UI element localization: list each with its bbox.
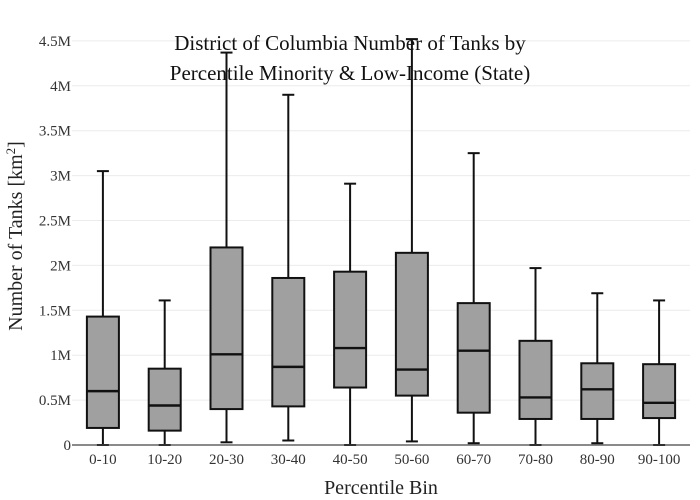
- y-tick-label: 2M: [50, 258, 71, 274]
- x-tick-label: 80-90: [580, 452, 615, 468]
- iqr-box: [518, 339, 553, 420]
- x-tick-label: 40-50: [333, 452, 368, 468]
- boxes-layer: [85, 38, 677, 446]
- y-axis-label-main: Number of Tanks [km: [5, 154, 27, 331]
- y-tick-label: 1M: [50, 348, 71, 364]
- box-group-70-80: [518, 267, 553, 446]
- box-group-10-20: [147, 299, 182, 446]
- y-tick-labels: 0 0.5M 1M 1.5M 2M 2.5M 3M 3.5M 4M 4.5M: [39, 34, 71, 454]
- x-tick-labels: 0-10 10-20 20-30 30-40 40-50 50-60 60-70 70-80 8…: [89, 452, 680, 468]
- box-group-30-40: [271, 93, 306, 442]
- iqr-box: [642, 363, 677, 420]
- y-tick-label: 4.5M: [39, 34, 71, 50]
- y-axis-label: Number of Tanks [km2]: [3, 141, 28, 331]
- iqr-box: [271, 276, 306, 408]
- y-tick-label: 2.5M: [39, 214, 71, 230]
- x-tick-label: 10-20: [147, 452, 182, 468]
- chart-title-line-1: District of Columbia Number of Tanks by: [174, 31, 526, 55]
- y-tick-label: 1.5M: [39, 303, 71, 319]
- x-tick-label: 50-60: [394, 452, 429, 468]
- iqr-box: [456, 302, 491, 414]
- x-tick-label: 90-100: [638, 452, 681, 468]
- y-axis-label-end: ]: [5, 141, 27, 148]
- x-tick-label: 60-70: [456, 452, 491, 468]
- iqr-box: [333, 270, 368, 389]
- y-tick-label: 3M: [50, 169, 71, 185]
- box-group-50-60: [394, 38, 429, 443]
- grid-layer: [72, 40, 690, 401]
- iqr-box: [85, 315, 120, 429]
- x-axis-label: Percentile Bin: [324, 477, 438, 499]
- x-tick-label: 20-30: [209, 452, 244, 468]
- chart-title-line-2: Percentile Minority & Low-Income (State): [170, 61, 530, 85]
- iqr-box: [580, 362, 615, 420]
- y-axis-label-sup: 2: [3, 148, 18, 155]
- y-tick-label: 3.5M: [39, 124, 71, 140]
- box-group-40-50: [333, 182, 368, 446]
- iqr-box: [147, 367, 182, 432]
- box-group-80-90: [580, 292, 615, 445]
- x-tick-label: 0-10: [89, 452, 117, 468]
- x-tick-label: 70-80: [518, 452, 553, 468]
- y-tick-label: 0.5M: [39, 393, 71, 409]
- iqr-box: [394, 251, 429, 397]
- iqr-box: [209, 246, 244, 411]
- box-group-90-100: [642, 299, 677, 446]
- box-group-60-70: [456, 152, 491, 445]
- box-group-20-30: [209, 51, 244, 444]
- box-group-0-10: [85, 170, 120, 446]
- y-tick-label: 4M: [50, 79, 71, 95]
- x-tick-label: 30-40: [271, 452, 306, 468]
- y-tick-label: 0: [64, 438, 72, 454]
